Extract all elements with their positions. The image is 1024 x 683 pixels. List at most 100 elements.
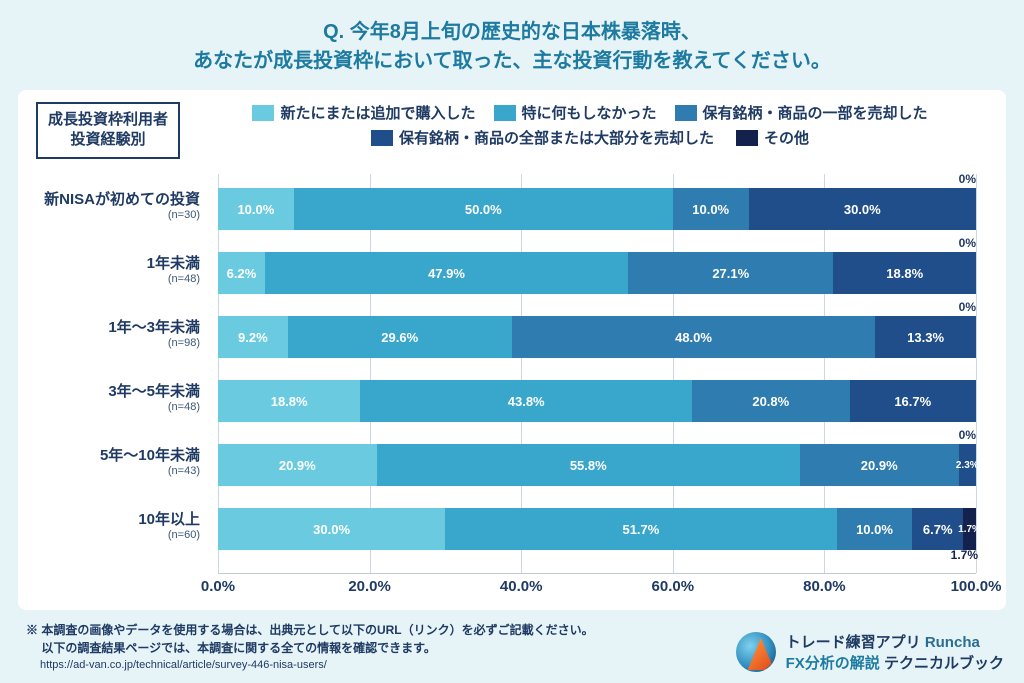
bar-segment: 18.8%	[218, 380, 360, 422]
bar-value-label: 27.1%	[712, 266, 749, 281]
bar-segment: 16.7%	[850, 380, 976, 422]
bar-segment: 20.8%	[692, 380, 850, 422]
bar-value-label: 16.7%	[894, 394, 931, 409]
legend-item: 特に何もしなかった	[494, 102, 657, 123]
x-tick-label: 100.0%	[951, 578, 1002, 595]
bar-value-label: 6.7%	[923, 522, 953, 537]
y-axis-label: 10年以上(n=60)	[138, 512, 200, 541]
bar-segment: 20.9%	[218, 444, 377, 486]
bar-segment: 2.3%	[959, 444, 976, 486]
source-note: ※ 本調査の画像やデータを使用する場合は、出典元として以下のURL（リンク）を必…	[26, 621, 594, 674]
bar-segment: 20.9%	[800, 444, 959, 486]
bar-segment: 10.0%	[837, 508, 913, 550]
bar-segment: 6.7%	[912, 508, 963, 550]
group-label-line2: 投資経験別	[71, 131, 146, 148]
bar-segment: 47.9%	[265, 252, 628, 294]
bar-segment: 43.8%	[360, 380, 692, 422]
bar-value-label: 43.8%	[508, 394, 545, 409]
bar-segment: 30.0%	[749, 188, 976, 230]
bar-row: 9.2%29.6%48.0%13.3%	[218, 316, 976, 358]
group-label-box: 成長投資枠利用者 投資経験別	[36, 102, 180, 159]
bar-value-label: 50.0%	[465, 202, 502, 217]
bar-segment: 10.0%	[673, 188, 749, 230]
bar-row: 20.9% 55.8% 20.9% 2.3%	[218, 444, 976, 486]
legend: 新たにまたは追加で購入した 特に何もしなかった 保有銘柄・商品の一部を売却した 保有…	[192, 102, 988, 148]
x-tick-label: 40.0%	[500, 578, 543, 595]
bar-segment: 6.2%	[218, 252, 265, 294]
bar-segment: 50.0%	[294, 188, 673, 230]
group-label-line1: 成長投資枠利用者	[48, 111, 168, 128]
y-axis-label: 新NISAが初めての投資(n=30)	[44, 192, 200, 221]
legend-swatch-icon	[736, 130, 758, 146]
zero-label: 0%	[959, 172, 976, 186]
legend-item: 新たにまたは追加で購入した	[252, 102, 475, 123]
bar-value-label: 47.9%	[428, 266, 465, 281]
bar-value-label: 30.0%	[313, 522, 350, 537]
bar-value-label: 18.8%	[886, 266, 923, 281]
y-axis-label: 1年未満(n=48)	[147, 256, 200, 285]
bar-value-label: 51.7%	[622, 522, 659, 537]
legend-label: その他	[764, 127, 809, 148]
bar-segment: 9.2%	[218, 316, 288, 358]
y-axis-label: 3年～5年未満(n=48)	[108, 384, 200, 413]
legend-label: 特に何もしなかった	[522, 102, 657, 123]
legend-label: 保有銘柄・商品の一部を売却した	[703, 102, 928, 123]
bar-row: 30.0% 51.7% 10.0% 6.7% 1.7%	[218, 508, 976, 550]
bar-value-label: 6.2%	[227, 266, 257, 281]
bar-segment: 18.8%	[833, 252, 976, 294]
zero-label: 0%	[959, 428, 976, 442]
grid-line	[976, 174, 977, 573]
legend-item: 保有銘柄・商品の全部または大部分を売却した	[371, 127, 714, 148]
x-tick-label: 80.0%	[803, 578, 846, 595]
chart-panel: 成長投資枠利用者 投資経験別 新たにまたは追加で購入した特に何もしなかった保有銘…	[18, 90, 1006, 610]
bar-value-label: 30.0%	[844, 202, 881, 217]
bar-value-label: 18.8%	[271, 394, 308, 409]
bar-value-label: 20.9%	[279, 458, 316, 473]
bar-segment: 10.0%	[218, 188, 294, 230]
legend-swatch-icon	[675, 105, 697, 121]
legend-swatch-icon	[494, 105, 516, 121]
bar-value-label: 55.8%	[570, 458, 607, 473]
note-line-1: ※ 本調査の画像やデータを使用する場合は、出典元として以下のURL（リンク）を必…	[26, 621, 594, 639]
bar-segment: 1.7%	[963, 508, 976, 550]
brand-line-2: FX分析の解説 テクニカルブック	[786, 652, 1004, 673]
bar-value-label: 20.9%	[861, 458, 898, 473]
legend-item: 保有銘柄・商品の一部を売却した	[675, 102, 928, 123]
bar-value-label: 10.0%	[856, 522, 893, 537]
legend-swatch-icon	[252, 105, 274, 121]
bar-segment: 13.3%	[875, 316, 976, 358]
bar-value-label: 20.8%	[752, 394, 789, 409]
bar-value-label: 2.3%	[956, 460, 979, 471]
bar-segment: 27.1%	[628, 252, 833, 294]
y-axis-label: 5年～10年未満(n=43)	[100, 448, 200, 477]
bar-value-label: 9.2%	[238, 330, 268, 345]
x-tick-label: 0.0%	[201, 578, 235, 595]
bar-row: 10.0% 50.0% 10.0% 30.0%	[218, 188, 976, 230]
bar-value-label: 1.7%	[951, 548, 978, 562]
legend-item: その他	[736, 127, 809, 148]
bar-value-label: 48.0%	[675, 330, 712, 345]
bar-segment: 51.7%	[445, 508, 836, 550]
note-line-2: 以下の調査結果ページでは、本調査に関する全ての情報を確認できます。	[26, 639, 594, 657]
brand: トレード練習アプリ Runcha FX分析の解説 テクニカルブック	[736, 631, 1004, 673]
title-line-1: Q. 今年8月上旬の歴史的な日本株暴落時、	[323, 21, 701, 43]
chart-area: 10.0% 50.0% 10.0% 30.0% 0% 6.2% 47.9% 27.1% 18.8…	[218, 174, 976, 574]
x-tick-label: 20.0%	[348, 578, 391, 595]
plot: 10.0% 50.0% 10.0% 30.0% 0% 6.2% 47.9% 27.1% 18.8…	[218, 174, 976, 574]
zero-label: 0%	[959, 300, 976, 314]
zero-label: 0%	[959, 236, 976, 250]
legend-swatch-icon	[371, 130, 393, 146]
footer: ※ 本調査の画像やデータを使用する場合は、出典元として以下のURL（リンク）を必…	[26, 621, 1004, 674]
bar-value-label: 10.0%	[237, 202, 274, 217]
bar-row: 6.2% 47.9% 27.1% 18.8%	[218, 252, 976, 294]
brand-logo-icon	[736, 632, 776, 672]
bar-segment: 55.8%	[377, 444, 800, 486]
brand-line-1: トレード練習アプリ Runcha	[786, 631, 1004, 652]
bar-value-label: 10.0%	[692, 202, 729, 217]
legend-label: 新たにまたは追加で購入した	[280, 102, 475, 123]
chart-title: Q. 今年8月上旬の歴史的な日本株暴落時、 あなたが成長投資枠において取った、主…	[0, 0, 1024, 90]
bar-value-label: 13.3%	[907, 330, 944, 345]
bar-segment: 48.0%	[512, 316, 875, 358]
title-line-2: あなたが成長投資枠において取った、主な投資行動を教えてください。	[193, 50, 831, 72]
note-url: https://ad-van.co.jp/technical/article/s…	[26, 657, 594, 674]
